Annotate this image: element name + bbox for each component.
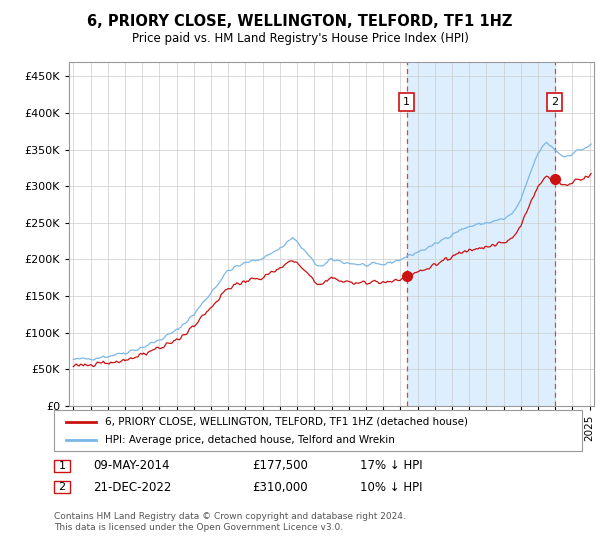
Text: 6, PRIORY CLOSE, WELLINGTON, TELFORD, TF1 1HZ: 6, PRIORY CLOSE, WELLINGTON, TELFORD, TF… <box>88 14 512 29</box>
Text: 21-DEC-2022: 21-DEC-2022 <box>93 480 172 494</box>
Text: HPI: Average price, detached house, Telford and Wrekin: HPI: Average price, detached house, Telf… <box>105 435 395 445</box>
Text: 2: 2 <box>58 482 65 492</box>
Text: 2: 2 <box>551 97 559 107</box>
Text: £310,000: £310,000 <box>252 480 308 494</box>
Text: £177,500: £177,500 <box>252 459 308 473</box>
Bar <box>407 62 555 406</box>
Text: Contains HM Land Registry data © Crown copyright and database right 2024.
This d: Contains HM Land Registry data © Crown c… <box>54 512 406 532</box>
Text: 10% ↓ HPI: 10% ↓ HPI <box>360 480 422 494</box>
Text: 09-MAY-2014: 09-MAY-2014 <box>93 459 170 473</box>
Text: 6, PRIORY CLOSE, WELLINGTON, TELFORD, TF1 1HZ (detached house): 6, PRIORY CLOSE, WELLINGTON, TELFORD, TF… <box>105 417 468 427</box>
Text: 1: 1 <box>58 461 65 471</box>
Text: 1: 1 <box>403 97 410 107</box>
Text: 17% ↓ HPI: 17% ↓ HPI <box>360 459 422 473</box>
Text: Price paid vs. HM Land Registry's House Price Index (HPI): Price paid vs. HM Land Registry's House … <box>131 32 469 45</box>
